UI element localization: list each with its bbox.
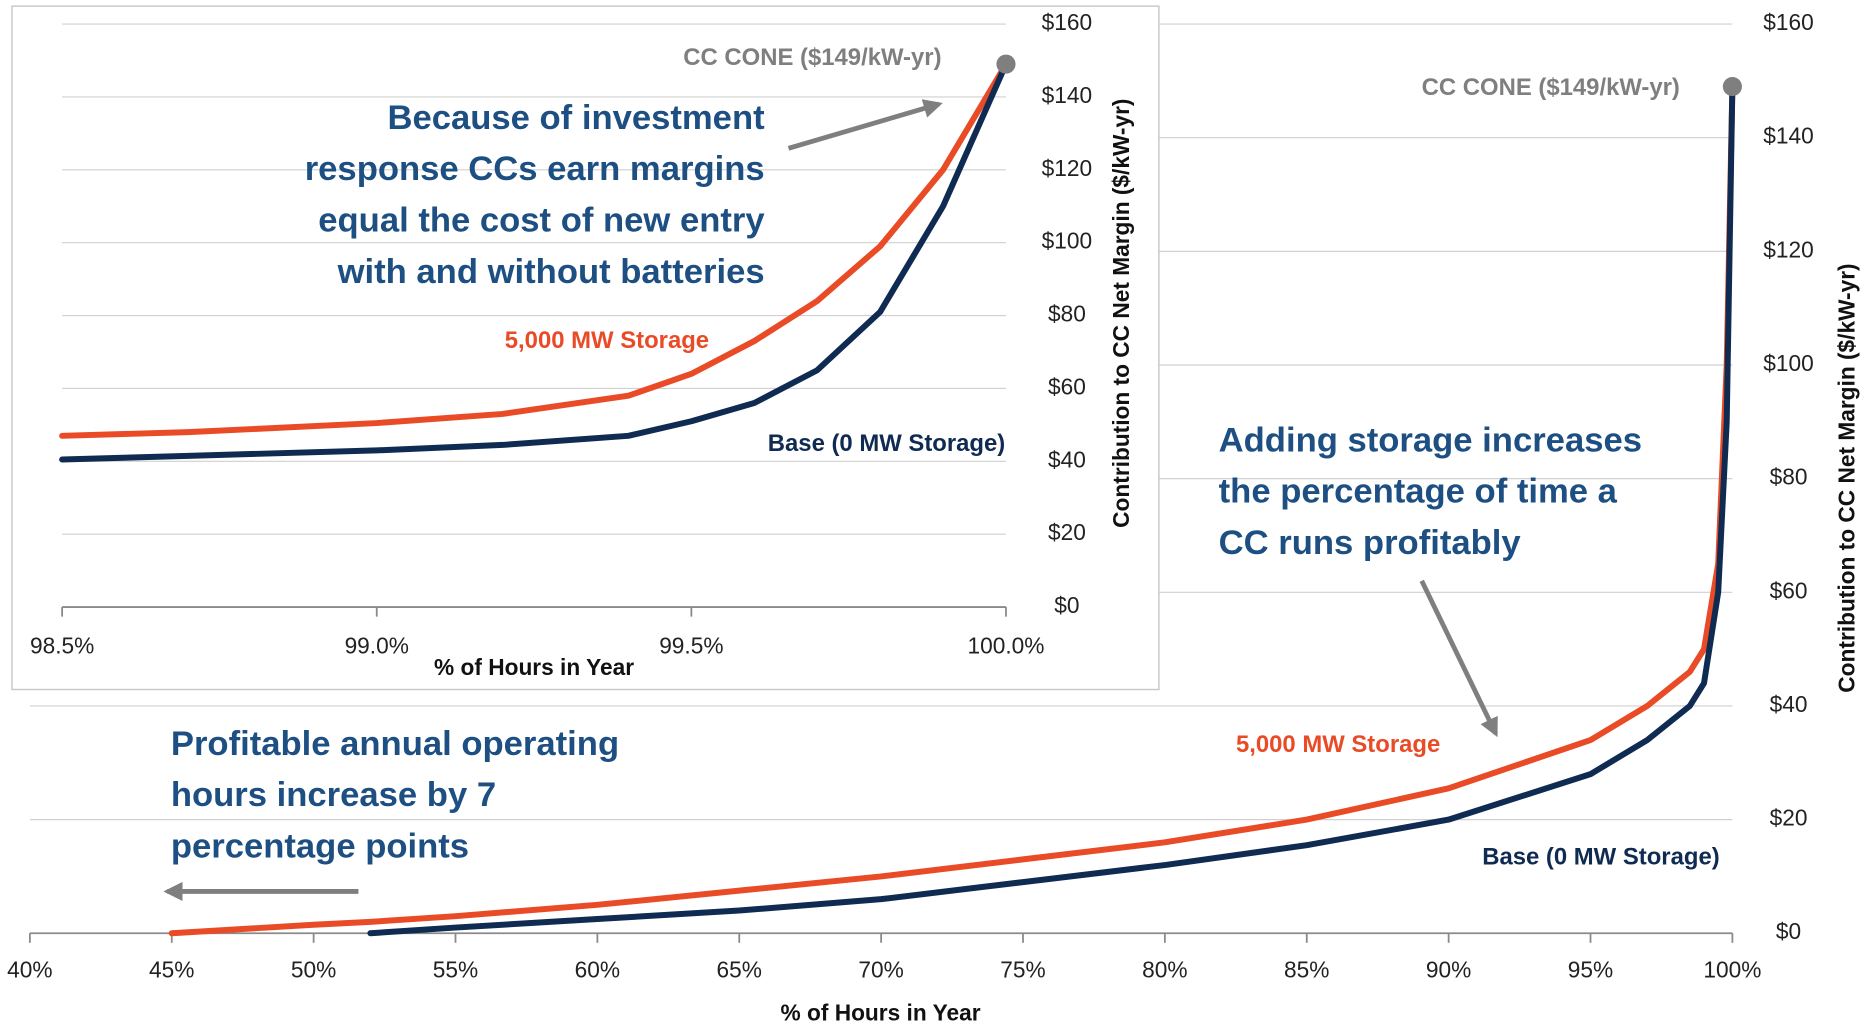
y-tick-label: $0 bbox=[1776, 918, 1801, 944]
annotation: hours increase by 7 bbox=[171, 776, 496, 814]
x-tick-label: 55% bbox=[433, 956, 478, 982]
x-tick-label: 70% bbox=[858, 956, 903, 982]
x-tick-label: 99.0% bbox=[345, 633, 409, 659]
y-tick-label: $80 bbox=[1770, 464, 1808, 490]
y-tick-label: $60 bbox=[1048, 373, 1086, 399]
x-tick-label: 100.0% bbox=[968, 633, 1045, 659]
y-tick-label: $120 bbox=[1763, 236, 1813, 262]
cone-label: CC CONE ($149/kW-yr) bbox=[1422, 74, 1680, 101]
x-tick-label: 45% bbox=[149, 956, 194, 982]
series-line bbox=[59, 61, 1009, 439]
x-tick-label: 40% bbox=[7, 956, 52, 982]
x-tick-label: 100% bbox=[1703, 956, 1761, 982]
y-tick-label: $160 bbox=[1042, 9, 1092, 35]
series-label: Base (0 MW Storage) bbox=[768, 430, 1005, 457]
arrow bbox=[1419, 579, 1498, 738]
x-tick-label: 80% bbox=[1142, 956, 1187, 982]
inset-chart: $0 $20 $40 $60 $80 $100 $120 $140 $160 98.5% 99.0%… bbox=[11, 5, 1160, 691]
annotation: Adding storage increases bbox=[1219, 421, 1642, 459]
y-tick-label: $140 bbox=[1763, 123, 1813, 149]
x-tick-label: 99.5% bbox=[659, 633, 723, 659]
annotation: the percentage of time a bbox=[1219, 473, 1618, 511]
y-tick-label: $40 bbox=[1048, 446, 1086, 472]
series-line bbox=[367, 83, 1736, 937]
cone-point bbox=[996, 54, 1016, 74]
y-tick-label: $60 bbox=[1770, 577, 1808, 603]
y-tick-label: $20 bbox=[1048, 519, 1086, 545]
annotation: with and without batteries bbox=[337, 253, 765, 291]
x-tick-label: 95% bbox=[1568, 956, 1613, 982]
annotation: Because of investment bbox=[387, 99, 765, 137]
y-tick-label: $20 bbox=[1770, 805, 1808, 831]
y-axis-title: Contribution to CC Net Margin ($/kW-yr) bbox=[1108, 99, 1134, 528]
inset-frame bbox=[11, 5, 1160, 691]
cone-point bbox=[1722, 76, 1742, 97]
y-tick-label: $0 bbox=[1054, 592, 1079, 618]
annotation: Profitable annual operating bbox=[171, 725, 619, 763]
y-tick-label: $160 bbox=[1763, 9, 1813, 35]
annotation: CC runs profitably bbox=[1219, 524, 1522, 562]
x-axis-title: % of Hours in Year bbox=[434, 654, 634, 680]
x-tick-label: 98.5% bbox=[30, 633, 94, 659]
x-tick-label: 85% bbox=[1284, 956, 1329, 982]
y-tick-label: $40 bbox=[1770, 691, 1808, 717]
series-line bbox=[168, 83, 1736, 937]
y-axis-title: Contribution to CC Net Margin ($/kW-yr) bbox=[1833, 263, 1859, 692]
cone-label: CC CONE ($149/kW-yr) bbox=[683, 44, 941, 71]
x-tick-label: 90% bbox=[1426, 956, 1471, 982]
arrow bbox=[787, 99, 943, 151]
x-tick-label: 75% bbox=[1000, 956, 1045, 982]
series-label: Base (0 MW Storage) bbox=[1482, 843, 1719, 870]
y-tick-label: $100 bbox=[1042, 228, 1092, 254]
x-tick-label: 50% bbox=[291, 956, 336, 982]
series-label: 5,000 MW Storage bbox=[505, 327, 709, 354]
x-tick-label: 65% bbox=[717, 956, 762, 982]
y-tick-label: $100 bbox=[1763, 350, 1813, 376]
annotation: equal the cost of new entry bbox=[318, 202, 765, 240]
series-line bbox=[59, 61, 1009, 463]
y-tick-label: $80 bbox=[1048, 301, 1086, 327]
y-tick-label: $120 bbox=[1042, 155, 1092, 181]
x-axis-title: % of Hours in Year bbox=[781, 999, 981, 1023]
series-label: 5,000 MW Storage bbox=[1236, 731, 1440, 758]
x-tick-label: 60% bbox=[575, 956, 620, 982]
annotation: percentage points bbox=[171, 828, 469, 866]
annotation: response CCs earn margins bbox=[305, 150, 765, 188]
y-tick-label: $140 bbox=[1042, 82, 1092, 108]
